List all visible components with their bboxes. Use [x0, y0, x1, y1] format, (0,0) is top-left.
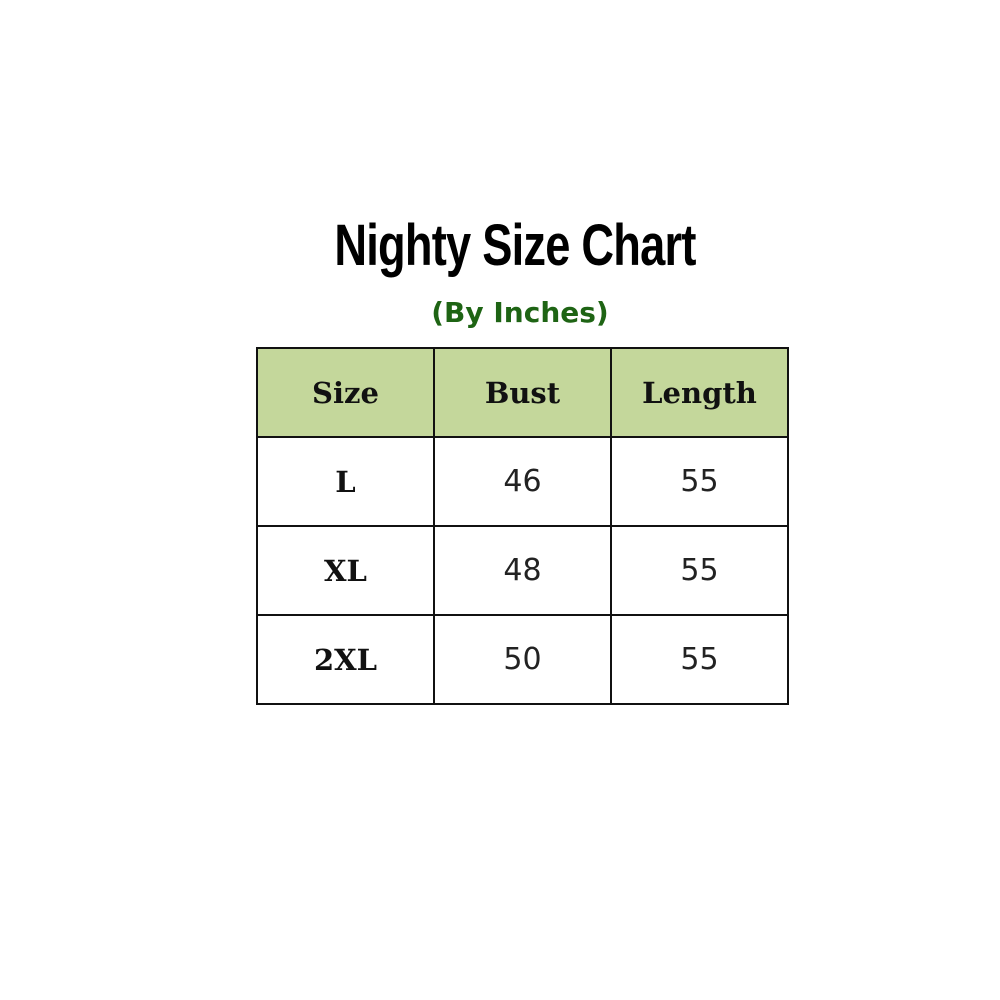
- header-length: Length: [610, 347, 789, 438]
- table-row: 2XL 50 55: [256, 614, 789, 705]
- page-subtitle: (By Inches): [431, 296, 609, 329]
- table-row: L 46 55: [256, 436, 789, 527]
- cell-length: 55: [610, 436, 789, 527]
- cell-size: XL: [256, 525, 435, 616]
- header-bust: Bust: [433, 347, 612, 438]
- cell-length: 55: [610, 614, 789, 705]
- cell-bust: 48: [433, 525, 612, 616]
- table-header-row: Size Bust Length: [256, 347, 789, 438]
- cell-size: 2XL: [256, 614, 435, 705]
- table-row: XL 48 55: [256, 525, 789, 616]
- cell-length: 55: [610, 525, 789, 616]
- cell-size: L: [256, 436, 435, 527]
- page-title: Nighty Size Chart: [334, 213, 696, 278]
- cell-bust: 46: [433, 436, 612, 527]
- header-size: Size: [256, 347, 435, 438]
- cell-bust: 50: [433, 614, 612, 705]
- size-chart-table: Size Bust Length L 46 55 XL 48 55 2XL 50…: [256, 347, 789, 705]
